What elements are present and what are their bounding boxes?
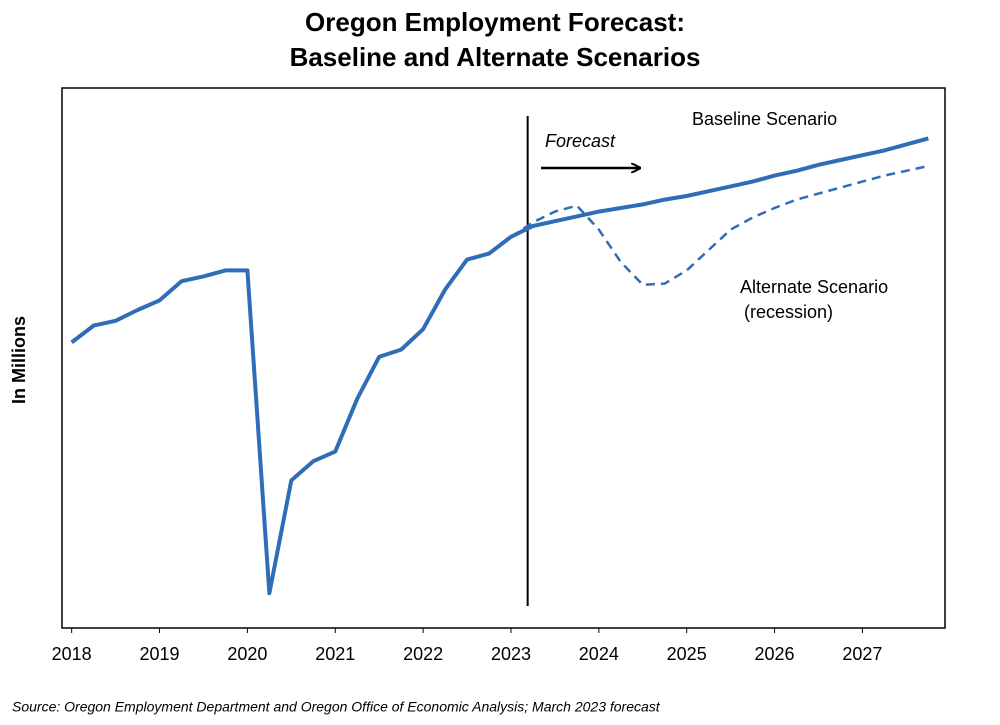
series-line bbox=[510, 164, 929, 287]
annotation: (recession) bbox=[744, 302, 833, 322]
x-tick-label: 2026 bbox=[755, 644, 795, 664]
x-tick-label: 2022 bbox=[403, 644, 443, 664]
series-label: Baseline Scenario bbox=[692, 109, 837, 129]
x-tick-label: 2019 bbox=[140, 644, 180, 664]
chart-title: Baseline and Alternate Scenarios bbox=[290, 42, 701, 72]
x-tick-label: 2023 bbox=[491, 644, 531, 664]
y-axis-label: In Millions bbox=[9, 316, 29, 404]
x-tick-label: 2021 bbox=[315, 644, 355, 664]
forecast-label: Forecast bbox=[545, 131, 616, 151]
series-line bbox=[70, 136, 929, 596]
chart-title: Oregon Employment Forecast: bbox=[305, 7, 685, 37]
x-tick-label: 2025 bbox=[667, 644, 707, 664]
plot-frame bbox=[61, 87, 946, 629]
x-tick-label: 2020 bbox=[227, 644, 267, 664]
series-label: Alternate Scenario bbox=[740, 277, 888, 297]
x-tick-label: 2018 bbox=[52, 644, 92, 664]
source-note: Source: Oregon Employment Department and… bbox=[12, 699, 661, 715]
x-tick-label: 2027 bbox=[842, 644, 882, 664]
x-tick-label: 2024 bbox=[579, 644, 619, 664]
